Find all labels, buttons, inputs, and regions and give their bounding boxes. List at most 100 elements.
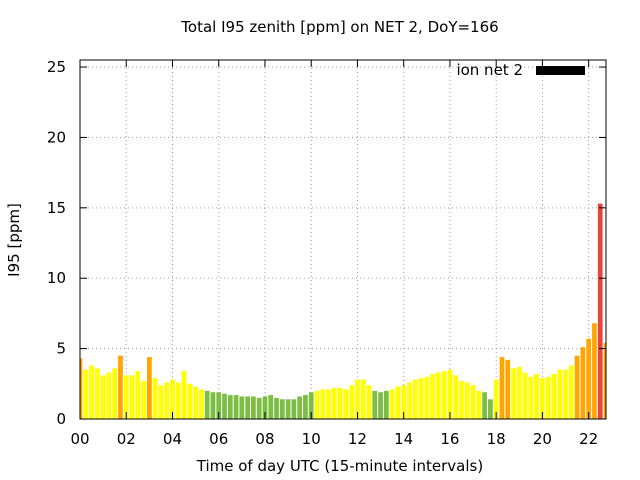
bar (187, 383, 193, 419)
bar (193, 386, 198, 419)
bar (308, 392, 314, 419)
bar (83, 369, 89, 419)
bar (326, 389, 331, 419)
y-tick-label: 10 (47, 269, 66, 287)
y-tick-label: 25 (47, 58, 66, 76)
legend-label: ion net 2 (456, 61, 523, 79)
bar (597, 203, 603, 419)
bar (314, 390, 320, 419)
bar (418, 378, 424, 419)
bar (401, 385, 407, 419)
bar (366, 385, 372, 419)
bar (407, 382, 412, 419)
bar (470, 385, 476, 419)
bar (106, 372, 112, 419)
bar (141, 380, 146, 419)
bar (568, 365, 574, 419)
bar (551, 373, 557, 419)
bar (227, 395, 233, 419)
x-axis-label: Time of day UTC (15-minute intervals) (196, 457, 483, 475)
x-tick-label: 02 (117, 430, 136, 448)
x-tick-label: 20 (533, 430, 552, 448)
legend-swatch (536, 66, 585, 75)
bar (89, 365, 94, 419)
bar (349, 385, 355, 419)
bar (204, 390, 210, 419)
bar (181, 371, 187, 419)
bar (476, 390, 482, 419)
bar (297, 396, 303, 419)
bar (152, 378, 158, 419)
x-tick-label: 08 (255, 430, 274, 448)
x-tick-label: 06 (209, 430, 228, 448)
bar (499, 357, 505, 419)
chart-title: Total I95 zenith [ppm] on NET 2, DoY=166 (180, 18, 498, 36)
bar (586, 338, 592, 419)
legend: ion net 2 (456, 61, 585, 79)
bar (540, 378, 545, 419)
bar (170, 379, 175, 419)
bar (123, 375, 129, 419)
bar (505, 359, 511, 419)
bar (563, 369, 568, 419)
x-tick-label: 12 (348, 430, 367, 448)
bar-series (80, 203, 606, 419)
bar (389, 389, 395, 419)
bar (245, 396, 250, 419)
bar (447, 369, 453, 419)
bar (135, 371, 141, 419)
bar (534, 373, 540, 419)
plot-frame (79, 59, 607, 420)
bar (337, 388, 343, 419)
y-tick-label: 5 (56, 340, 66, 358)
bar (360, 379, 366, 419)
bar (199, 389, 204, 419)
bar (129, 375, 135, 419)
bar (320, 389, 326, 419)
bar (210, 392, 216, 419)
bar (557, 369, 563, 419)
bar (441, 371, 447, 419)
bar (94, 368, 100, 419)
bar (592, 323, 597, 419)
bar (251, 396, 256, 419)
bar (268, 395, 274, 419)
x-tick-labels: 00 02 04 06 08 10 12 14 16 18 20 22 (70, 430, 598, 448)
bar (545, 376, 551, 419)
bar (118, 355, 123, 419)
bar (453, 375, 459, 419)
bar (239, 396, 245, 419)
y-tick-label: 15 (47, 199, 66, 217)
axis-ticks (79, 60, 606, 420)
bar (528, 376, 534, 419)
bar (175, 382, 181, 419)
y-tick-labels: 0 5 10 15 20 25 (47, 58, 66, 428)
bar (112, 368, 118, 419)
y-tick-label: 20 (47, 128, 66, 146)
x-tick-label: 00 (70, 430, 89, 448)
bar (383, 390, 389, 419)
bar (603, 342, 606, 419)
bar (274, 397, 279, 419)
bar (343, 389, 349, 419)
bar (493, 379, 499, 419)
y-tick-label: 0 (56, 410, 66, 428)
bar (459, 380, 464, 419)
bar (222, 393, 227, 419)
bar (80, 358, 83, 419)
bar (100, 375, 106, 419)
bar (488, 399, 493, 419)
bar (436, 372, 441, 419)
x-tick-label: 04 (163, 430, 182, 448)
bar (378, 392, 383, 419)
bar (424, 376, 430, 419)
bar (158, 385, 164, 419)
y-axis-label: I95 [ppm] (5, 203, 23, 277)
bar (395, 386, 401, 419)
bar (291, 399, 297, 419)
bar (355, 379, 360, 419)
x-tick-label: 22 (579, 430, 598, 448)
bar (256, 397, 262, 419)
bar (464, 382, 470, 419)
